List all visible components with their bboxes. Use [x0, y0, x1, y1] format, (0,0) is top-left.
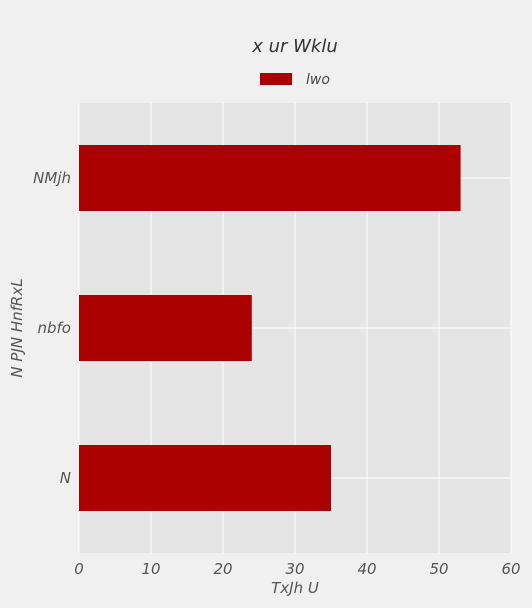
y-tick-label: nbfo	[38, 319, 72, 337]
x-tick-label: 20	[213, 560, 232, 578]
bar	[79, 295, 252, 361]
y-tick-label: NMjh	[33, 169, 71, 187]
x-axis-ticks: 0 10 20 30 40 50 60	[74, 560, 520, 578]
legend: lwo	[260, 72, 330, 88]
y-tick-label: N	[60, 469, 71, 487]
x-tick-label: 50	[429, 560, 448, 578]
x-tick-label: 30	[285, 560, 304, 578]
x-tick-label: 0	[74, 560, 84, 578]
bar	[79, 145, 461, 211]
x-tick-label: 10	[141, 560, 160, 578]
chart-title: x ur Wklu	[251, 36, 338, 57]
y-axis-label: N PJN HnfRxL	[8, 278, 26, 377]
bars	[79, 145, 461, 511]
x-axis-label: TxJh U	[271, 579, 319, 597]
bar	[79, 445, 331, 511]
legend-swatch	[260, 73, 292, 85]
legend-label: lwo	[306, 72, 330, 88]
x-tick-label: 40	[357, 560, 376, 578]
x-tick-label: 60	[501, 560, 520, 578]
